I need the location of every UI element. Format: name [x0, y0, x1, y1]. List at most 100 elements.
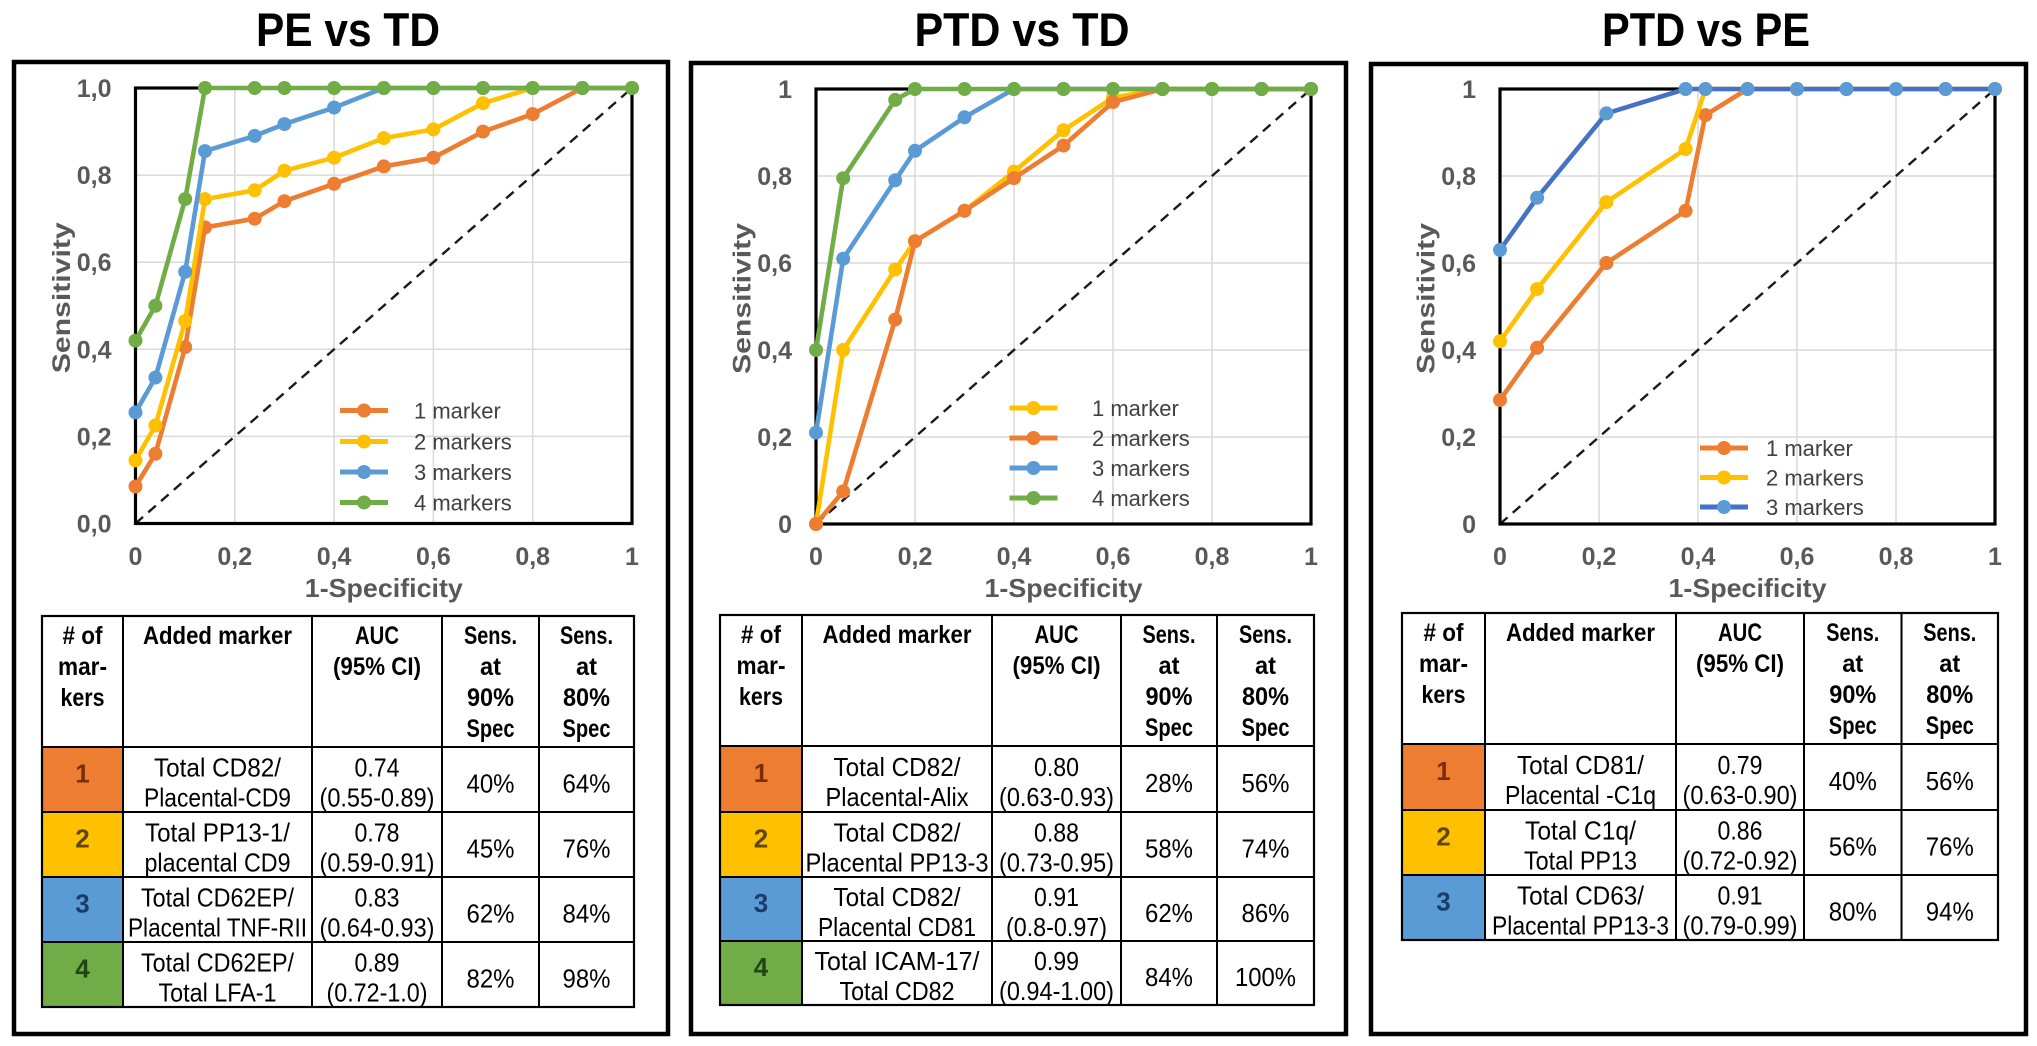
- svg-text:90%: 90%: [467, 684, 514, 712]
- svg-text:Sens.: Sens.: [560, 622, 613, 650]
- svg-text:Total CD81/: Total CD81/: [1517, 750, 1645, 780]
- svg-text:mar-: mar-: [1419, 650, 1468, 678]
- svg-text:Spec: Spec: [1829, 712, 1877, 740]
- svg-text:0,4: 0,4: [77, 336, 112, 364]
- svg-text:Sensitivity: Sensitivity: [729, 223, 757, 374]
- svg-text:Sens.: Sens.: [1923, 619, 1976, 647]
- svg-text:76%: 76%: [1926, 832, 1974, 862]
- svg-text:Added marker: Added marker: [1506, 619, 1655, 647]
- svg-text:1 marker: 1 marker: [1092, 396, 1179, 421]
- svg-text:Spec: Spec: [1242, 714, 1290, 742]
- svg-text:0,8: 0,8: [1879, 543, 1914, 571]
- svg-text:0,4: 0,4: [1441, 337, 1476, 365]
- svg-text:at: at: [1159, 652, 1181, 680]
- svg-text:4 markers: 4 markers: [414, 491, 512, 516]
- svg-text:(0.72-0.92): (0.72-0.92): [1683, 846, 1798, 876]
- svg-text:80%: 80%: [1242, 683, 1289, 711]
- svg-text:1: 1: [625, 543, 639, 571]
- svg-text:kers: kers: [1422, 681, 1466, 709]
- svg-text:74%: 74%: [1242, 834, 1290, 864]
- svg-text:0.83: 0.83: [355, 883, 400, 913]
- svg-text:3 markers: 3 markers: [1092, 456, 1190, 481]
- svg-text:2 markers: 2 markers: [1766, 466, 1864, 491]
- svg-text:3: 3: [754, 888, 768, 918]
- svg-text:0,8: 0,8: [515, 543, 550, 571]
- svg-text:0,6: 0,6: [1096, 543, 1131, 571]
- svg-text:Added marker: Added marker: [823, 621, 972, 649]
- svg-text:at: at: [576, 653, 598, 681]
- svg-text:Placental PP13-3: Placental PP13-3: [1492, 911, 1669, 941]
- svg-text:AUC: AUC: [355, 622, 399, 650]
- svg-text:(0.63-0.93): (0.63-0.93): [999, 782, 1114, 812]
- svg-text:100%: 100%: [1235, 962, 1296, 992]
- svg-text:0,6: 0,6: [757, 250, 792, 278]
- svg-text:Spec: Spec: [1926, 712, 1974, 740]
- svg-text:3 markers: 3 markers: [1766, 495, 1864, 520]
- svg-text:1-Specificity: 1-Specificity: [985, 573, 1144, 603]
- svg-text:(0.59-0.91): (0.59-0.91): [320, 848, 435, 878]
- svg-text:Total CD62EP/: Total CD62EP/: [141, 883, 295, 913]
- svg-text:Sens.: Sens.: [1239, 621, 1292, 649]
- svg-text:0: 0: [129, 543, 143, 571]
- svg-text:1: 1: [778, 76, 792, 104]
- svg-text:56%: 56%: [1242, 768, 1290, 798]
- svg-text:0,0: 0,0: [77, 511, 112, 539]
- svg-text:Total C1q/: Total C1q/: [1525, 816, 1637, 846]
- svg-text:0,2: 0,2: [898, 543, 933, 571]
- svg-text:4: 4: [754, 952, 769, 982]
- svg-text:0,2: 0,2: [217, 543, 252, 571]
- svg-text:(0.79-0.99): (0.79-0.99): [1683, 911, 1798, 941]
- svg-text:placental CD9: placental CD9: [145, 848, 291, 878]
- svg-text:3: 3: [1436, 887, 1450, 917]
- svg-text:98%: 98%: [563, 964, 611, 994]
- svg-text:(0.73-0.95): (0.73-0.95): [999, 848, 1114, 878]
- svg-text:86%: 86%: [1242, 898, 1290, 928]
- svg-text:Total CD82/: Total CD82/: [834, 752, 962, 782]
- svg-text:0,4: 0,4: [1681, 543, 1716, 571]
- svg-text:(0.63-0.90): (0.63-0.90): [1683, 780, 1798, 810]
- svg-text:62%: 62%: [467, 899, 515, 929]
- svg-text:2: 2: [754, 824, 768, 854]
- svg-text:0.99: 0.99: [1034, 946, 1079, 976]
- svg-text:at: at: [480, 653, 502, 681]
- svg-text:0.74: 0.74: [355, 753, 400, 783]
- svg-text:45%: 45%: [467, 834, 515, 864]
- svg-text:at: at: [1939, 650, 1961, 678]
- svg-text:(0.55-0.89): (0.55-0.89): [320, 783, 435, 813]
- svg-text:4 markers: 4 markers: [1092, 486, 1190, 511]
- svg-text:Total CD82: Total CD82: [840, 976, 955, 1006]
- svg-text:Sensitivity: Sensitivity: [1413, 223, 1441, 374]
- svg-text:2 markers: 2 markers: [414, 430, 512, 455]
- svg-text:1,0: 1,0: [77, 75, 112, 103]
- svg-text:80%: 80%: [1829, 897, 1877, 927]
- svg-text:0,8: 0,8: [1441, 163, 1476, 191]
- svg-text:0.89: 0.89: [355, 948, 400, 978]
- svg-text:(95% CI): (95% CI): [333, 653, 421, 681]
- svg-text:82%: 82%: [467, 964, 515, 994]
- svg-text:kers: kers: [739, 683, 783, 711]
- svg-text:Added marker: Added marker: [143, 622, 292, 650]
- svg-text:0,4: 0,4: [317, 543, 352, 571]
- svg-text:40%: 40%: [467, 769, 515, 799]
- svg-text:Placental CD81: Placental CD81: [818, 912, 976, 942]
- svg-text:84%: 84%: [1145, 962, 1193, 992]
- svg-text:Total CD82/: Total CD82/: [154, 753, 282, 783]
- svg-text:0.91: 0.91: [1718, 881, 1763, 911]
- svg-text:0: 0: [1493, 543, 1507, 571]
- svg-text:PTD vs PE: PTD vs PE: [1602, 3, 1810, 56]
- svg-text:Total CD62EP/: Total CD62EP/: [141, 948, 295, 978]
- svg-text:90%: 90%: [1146, 683, 1193, 711]
- svg-text:Spec: Spec: [467, 715, 515, 743]
- svg-text:76%: 76%: [563, 834, 611, 864]
- svg-text:1 marker: 1 marker: [1766, 436, 1853, 461]
- svg-text:0: 0: [809, 543, 823, 571]
- svg-text:Spec: Spec: [563, 715, 611, 743]
- svg-text:(0.8-0.97): (0.8-0.97): [1006, 912, 1107, 942]
- svg-text:2 markers: 2 markers: [1092, 426, 1190, 451]
- svg-text:# of: # of: [63, 622, 104, 650]
- svg-text:1: 1: [1988, 543, 2002, 571]
- svg-text:0,8: 0,8: [757, 163, 792, 191]
- svg-text:56%: 56%: [1926, 766, 1974, 796]
- svg-text:0,4: 0,4: [997, 543, 1032, 571]
- svg-text:Sensitivity: Sensitivity: [48, 222, 76, 373]
